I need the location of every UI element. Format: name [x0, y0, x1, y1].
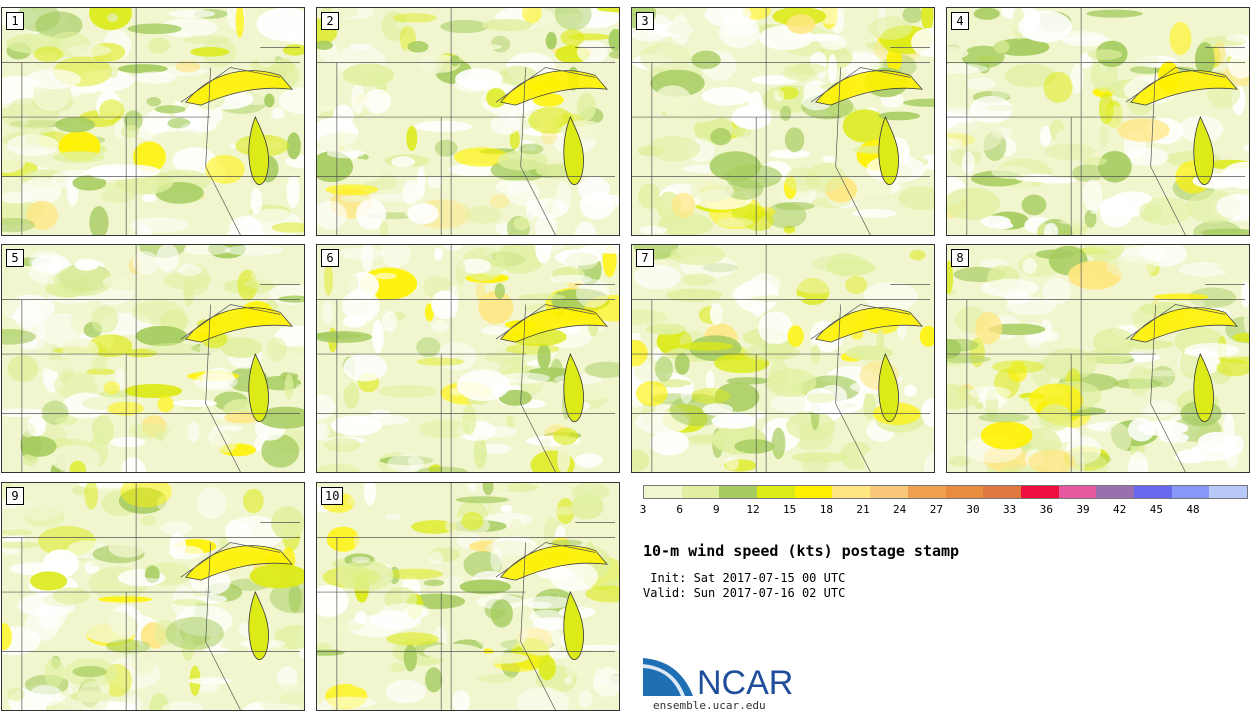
- wind-map: [632, 245, 934, 472]
- wind-map: [632, 8, 934, 235]
- wind-map: [947, 245, 1249, 472]
- stamp-panel-2: 2: [316, 7, 620, 236]
- colorbar-tick-label: 6: [676, 503, 683, 516]
- stamp-panel-1: 1: [1, 7, 305, 236]
- colorbar-ticks: 3 6 9 12 15 18 21 24 27 30 33 36 39 42 45 48: [639, 503, 1248, 517]
- colorbar-segment: [1058, 486, 1097, 498]
- colorbar-segment: [757, 486, 795, 498]
- colorbar-tick-label: 36: [1039, 503, 1053, 516]
- colorbar-tick-label: 24: [893, 503, 907, 516]
- colorbar-segment: [1171, 486, 1210, 498]
- colorbar-tick-label: 30: [966, 503, 980, 516]
- stamp-panel-5: 5: [1, 244, 305, 473]
- colorbar-segment: [870, 486, 908, 498]
- colorbar-tick-label: 9: [713, 503, 720, 516]
- panel-number: 3: [636, 12, 654, 30]
- panel-number: 5: [6, 249, 24, 267]
- panel-number: 6: [321, 249, 339, 267]
- colorbar-segment: [681, 486, 720, 498]
- colorbar-segment: [644, 486, 682, 498]
- colorbar-tick-label: 33: [1003, 503, 1017, 516]
- stamp-panel-4: 4: [946, 7, 1250, 236]
- colorbar-tick-label: 3: [639, 503, 647, 516]
- colorbar-tick-label: 39: [1076, 503, 1090, 516]
- wind-map: [2, 483, 304, 710]
- colorbar-segment: [832, 486, 871, 498]
- colorbar-segment: [983, 486, 1021, 498]
- stamp-panel-10: 10: [316, 482, 620, 711]
- stamp-panel-9: 9: [1, 482, 305, 711]
- colorbar-segment: [1020, 486, 1059, 498]
- colorbar-tick-label: 18: [819, 503, 833, 516]
- wind-map: [317, 483, 619, 710]
- colorbar: [643, 485, 1248, 499]
- colorbar-segment: [907, 486, 946, 498]
- panel-number: 8: [951, 249, 969, 267]
- colorbar-tick-label: 15: [783, 503, 797, 516]
- colorbar-segment: [1209, 486, 1247, 498]
- ncar-logo: NCAR: [643, 658, 793, 698]
- stamp-panel-8: 8: [946, 244, 1250, 473]
- colorbar-segment: [945, 486, 984, 498]
- stamp-panel-3: 3: [631, 7, 935, 236]
- logo-text: NCAR: [697, 664, 793, 698]
- panel-number: 9: [6, 487, 24, 505]
- wind-map: [317, 245, 619, 472]
- panel-number: 7: [636, 249, 654, 267]
- plot-title: 10-m wind speed (kts) postage stamp: [643, 542, 960, 560]
- wind-map: [2, 8, 304, 235]
- init-time: Init: Sat 2017-07-15 00 UTC: [643, 571, 846, 585]
- colorbar-tick-label: 12: [746, 503, 760, 516]
- logo-url: ensemble.ucar.edu: [653, 699, 766, 712]
- wind-map: [947, 8, 1249, 235]
- colorbar-segment: [719, 486, 758, 498]
- panel-number: 4: [951, 12, 969, 30]
- wind-map: [2, 245, 304, 472]
- panel-number: 1: [6, 12, 24, 30]
- colorbar-tick-label: 48: [1186, 503, 1200, 516]
- colorbar-tick-label: 42: [1113, 503, 1127, 516]
- panel-number: 2: [321, 12, 339, 30]
- valid-time: Valid: Sun 2017-07-16 02 UTC: [643, 586, 846, 600]
- stamp-panel-6: 6: [316, 244, 620, 473]
- stamp-panel-7: 7: [631, 244, 935, 473]
- wind-map: [317, 8, 619, 235]
- colorbar-tick-label: 45: [1149, 503, 1163, 516]
- colorbar-tick-label: 27: [929, 503, 943, 516]
- colorbar-segment: [1096, 486, 1134, 498]
- panel-number: 10: [321, 487, 344, 505]
- colorbar-segment: [794, 486, 833, 498]
- colorbar-tick-label: 21: [856, 503, 870, 516]
- colorbar-segment: [1133, 486, 1172, 498]
